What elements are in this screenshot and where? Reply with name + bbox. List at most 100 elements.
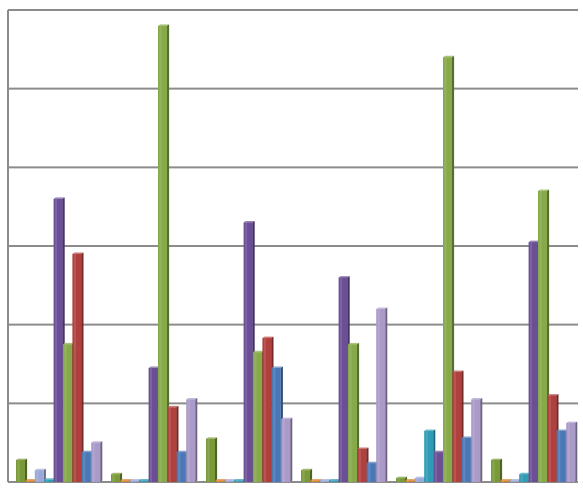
bar-highlight	[425, 430, 428, 482]
bar-highlight	[159, 25, 162, 482]
bar-top	[44, 478, 56, 480]
bar-highlight	[397, 478, 400, 482]
axes	[7, 10, 578, 483]
bar	[111, 472, 123, 482]
bar-front	[243, 222, 253, 482]
bar-highlight	[530, 242, 533, 482]
bar-highlight	[453, 371, 456, 482]
bar-front	[72, 253, 82, 482]
bar	[186, 398, 198, 482]
bar-front	[120, 480, 130, 482]
bar-highlight	[416, 478, 419, 482]
bar-top	[16, 458, 28, 460]
bar-top	[424, 429, 436, 431]
bar-front	[366, 463, 376, 482]
bar-top	[206, 437, 218, 439]
bar-front	[319, 480, 329, 482]
bar	[301, 468, 313, 482]
bar-highlight	[140, 480, 143, 482]
bar-highlight	[64, 344, 67, 482]
bar-top	[433, 450, 445, 453]
bar-top	[348, 342, 360, 345]
bar-front	[81, 452, 91, 482]
bar-front	[556, 430, 566, 482]
bar-highlight	[463, 437, 466, 482]
bar-front	[16, 459, 25, 482]
bar	[491, 458, 503, 482]
bar-top	[281, 417, 293, 420]
bar-highlight	[254, 352, 257, 482]
bar-highlight	[567, 423, 570, 482]
bar-top	[139, 479, 151, 481]
bar-front	[471, 399, 481, 482]
bar	[16, 458, 28, 482]
bar-front	[509, 480, 519, 482]
bar-highlight	[358, 448, 361, 482]
bar-highlight	[282, 419, 285, 482]
bar-highlight	[492, 459, 495, 482]
bar-top	[63, 342, 75, 345]
bar-highlight	[216, 480, 219, 482]
bar-front	[491, 459, 500, 482]
bar-front	[414, 478, 424, 482]
bar-front	[310, 480, 320, 482]
bar-front	[433, 452, 443, 482]
bar-top	[566, 421, 578, 423]
bar-top	[414, 476, 426, 479]
bar	[91, 441, 103, 482]
bar-top	[148, 366, 160, 368]
bar-highlight	[235, 480, 238, 482]
bar-front	[34, 470, 44, 482]
bar-side	[480, 398, 483, 482]
bar-top	[491, 458, 503, 460]
bar-side	[100, 441, 103, 482]
bar-side	[215, 437, 218, 482]
bar-front	[158, 25, 167, 482]
bar-highlight	[178, 452, 181, 482]
bar-front	[348, 344, 357, 482]
bar-top	[243, 221, 255, 223]
bar-highlight	[520, 474, 523, 482]
bar-front	[139, 480, 149, 482]
bar-highlight	[73, 253, 76, 482]
bar-front	[63, 344, 72, 482]
bar-front	[329, 480, 339, 482]
bar-top	[53, 197, 65, 199]
bar-highlight	[131, 480, 134, 482]
bar-highlight	[321, 480, 324, 482]
bar-highlight	[558, 430, 561, 482]
bar-front	[253, 352, 262, 482]
bar-side	[290, 417, 293, 482]
bar-top	[556, 429, 568, 431]
bar-top	[167, 405, 179, 408]
bar-side	[310, 468, 313, 482]
bar-top	[176, 450, 188, 453]
bar	[566, 421, 578, 482]
bar-highlight	[150, 367, 153, 482]
bar-front	[461, 437, 471, 482]
bars	[16, 24, 578, 483]
bar-top	[519, 472, 531, 475]
bar-top	[329, 479, 341, 481]
bar-highlight	[83, 452, 86, 482]
bar-highlight	[501, 480, 504, 482]
bar-highlight	[112, 474, 115, 482]
bar-top	[301, 468, 313, 471]
bar-side	[167, 24, 170, 482]
bar-top	[186, 398, 198, 400]
bar-top	[91, 441, 103, 443]
bar-front	[148, 367, 158, 482]
bar-front	[224, 480, 234, 482]
bar	[206, 437, 218, 482]
bar-front	[301, 470, 310, 482]
bar-side	[25, 458, 28, 482]
bar-front	[547, 395, 557, 482]
bar-highlight	[207, 438, 210, 482]
bar-front	[443, 57, 452, 482]
bar-top	[509, 479, 521, 481]
bar-front	[405, 480, 415, 482]
bar-front	[281, 419, 291, 482]
bar-top	[405, 479, 417, 481]
bar-front	[44, 479, 54, 482]
bar-highlight	[45, 479, 48, 482]
